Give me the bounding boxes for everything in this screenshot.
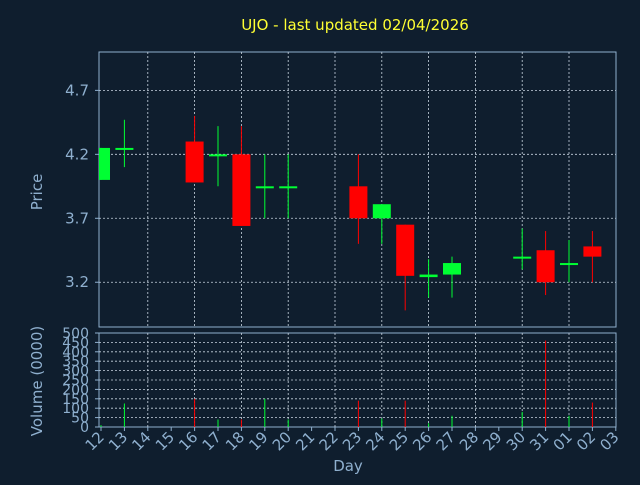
price-axis-label: Price xyxy=(28,174,46,211)
x-tick-label: 03 xyxy=(596,428,622,454)
x-tick-label: 14 xyxy=(128,428,154,454)
candle-body xyxy=(255,186,274,189)
chart-title: UJO - last updated 02/04/2026 xyxy=(241,16,469,34)
candle-body xyxy=(115,147,134,150)
volume-grid xyxy=(99,333,616,427)
x-tick-label: 21 xyxy=(292,428,318,454)
x-tick-label: 17 xyxy=(199,428,225,454)
x-tick-label: 24 xyxy=(362,428,388,454)
volume-tick-label: 50 xyxy=(71,411,89,427)
volume-tick-label: 500 xyxy=(62,326,89,342)
candle-body xyxy=(396,224,415,276)
x-ticks: 1213141516171819202122232425262728293031… xyxy=(82,427,623,454)
price-tick-label: 4.7 xyxy=(65,81,89,99)
candle-body xyxy=(419,274,438,278)
x-tick-label: 20 xyxy=(269,428,295,454)
x-tick-label: 27 xyxy=(433,428,459,454)
volume-tick-label: 450 xyxy=(62,335,89,351)
candle-body xyxy=(560,263,578,266)
volume-axis-label: Volume (0000) xyxy=(28,326,46,436)
volume-tick-label: 250 xyxy=(62,373,89,389)
candle-body xyxy=(349,186,368,219)
candle-body xyxy=(279,186,298,189)
candle-body xyxy=(443,263,461,275)
volume-tick-label: 300 xyxy=(62,364,89,380)
volume-tick-label: 0 xyxy=(80,420,89,436)
volume-tick-label: 150 xyxy=(62,392,89,408)
x-tick-label: 16 xyxy=(175,428,201,454)
price-tick-label: 3.2 xyxy=(65,273,89,291)
volume-tick-label: 100 xyxy=(62,401,89,417)
price-panel-frame xyxy=(98,51,617,328)
candle-body xyxy=(209,154,227,157)
x-tick-label: 22 xyxy=(316,428,342,454)
x-tick-label: 30 xyxy=(503,428,529,454)
x-tick-label: 29 xyxy=(479,428,505,454)
candle-body xyxy=(513,256,532,259)
x-axis-label: Day xyxy=(333,457,363,475)
x-tick-label: 02 xyxy=(573,428,599,454)
price-y-ticks: 4.7 4.2 3.7 3.2 xyxy=(65,81,99,291)
x-tick-label: 19 xyxy=(245,428,271,454)
volume-bars xyxy=(100,340,593,427)
candle-body xyxy=(536,250,555,283)
x-tick-label: 23 xyxy=(339,428,365,454)
x-tick-label: 31 xyxy=(526,428,552,454)
volume-tick-label: 200 xyxy=(62,382,89,398)
candles xyxy=(99,115,602,311)
volume-tick-label: 350 xyxy=(62,354,89,370)
x-tick-label: 15 xyxy=(152,428,178,454)
x-tick-label: 25 xyxy=(386,428,412,454)
price-tick-label: 3.7 xyxy=(65,209,89,227)
volume-tick-label: 400 xyxy=(62,345,89,361)
x-tick-label: 13 xyxy=(105,428,131,454)
x-tick-label: 01 xyxy=(550,428,576,454)
price-tick-label: 4.2 xyxy=(65,145,89,163)
x-tick-label: 28 xyxy=(456,428,482,454)
candle-body xyxy=(372,204,391,219)
x-tick-label: 18 xyxy=(222,428,248,454)
candle-body xyxy=(185,141,204,183)
x-tick-label: 26 xyxy=(409,428,435,454)
candle-body xyxy=(232,154,251,226)
candle-body xyxy=(99,147,110,180)
candle-body xyxy=(583,246,602,257)
